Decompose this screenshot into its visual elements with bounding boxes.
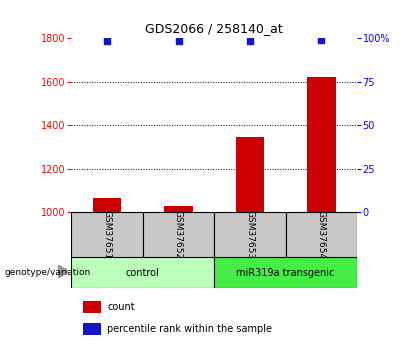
Bar — [214, 212, 286, 257]
Bar — [83, 301, 101, 313]
Bar — [164, 206, 193, 212]
Text: GSM37651: GSM37651 — [102, 210, 112, 259]
Bar — [71, 212, 143, 257]
Text: count: count — [107, 302, 135, 312]
Point — [175, 39, 182, 44]
Text: GSM37652: GSM37652 — [174, 210, 183, 259]
Bar — [286, 212, 357, 257]
Text: miR319a transgenic: miR319a transgenic — [236, 268, 335, 277]
Bar — [93, 198, 121, 212]
Bar — [71, 257, 214, 288]
Point — [104, 39, 110, 44]
Text: GSM37653: GSM37653 — [245, 210, 255, 259]
Polygon shape — [58, 265, 68, 278]
Bar — [236, 137, 264, 212]
Title: GDS2066 / 258140_at: GDS2066 / 258140_at — [145, 22, 283, 36]
Point — [318, 37, 325, 42]
Bar — [214, 257, 357, 288]
Text: genotype/variation: genotype/variation — [4, 268, 90, 277]
Bar — [143, 212, 214, 257]
Point — [247, 38, 253, 43]
Text: GSM37654: GSM37654 — [317, 210, 326, 259]
Text: percentile rank within the sample: percentile rank within the sample — [107, 324, 272, 334]
Bar — [83, 323, 101, 335]
Bar — [307, 77, 336, 212]
Text: control: control — [126, 268, 160, 277]
